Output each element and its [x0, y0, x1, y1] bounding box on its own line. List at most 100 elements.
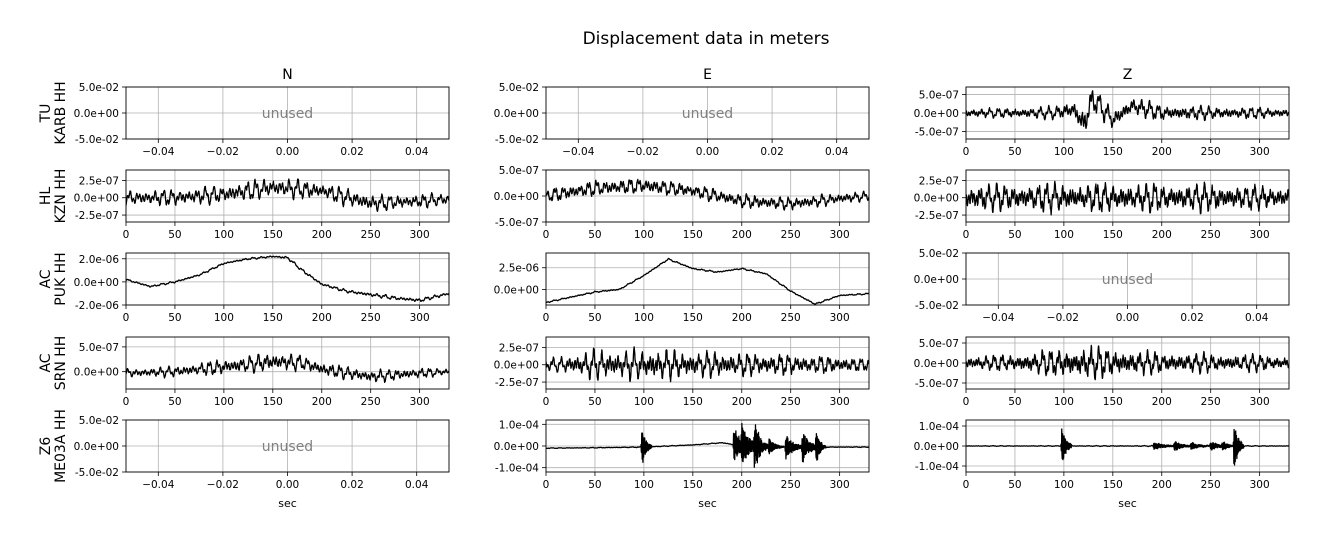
x-tick-label: −0.02: [1047, 312, 1079, 324]
x-tick-label: 250: [781, 396, 801, 408]
subplot-r2-c0: 0 50 100 150 200 250 300 2.0e-06 0.0e+00 -2.0e-06: [74, 252, 450, 324]
x-tick-label: 0.00: [696, 146, 719, 158]
x-tick-label: 100: [634, 229, 654, 241]
seismogram-trace: [126, 178, 449, 212]
y-tick-label: -5.0e-07: [915, 378, 959, 390]
x-tick-label: 50: [168, 396, 181, 408]
y-tick-label: 5.0e-07: [499, 165, 539, 177]
x-tick-label: 150: [263, 229, 283, 241]
figure-title: Displacement data in meters: [583, 29, 830, 49]
x-tick-label: 0: [543, 479, 550, 491]
y-tick-label: 2.5e-06: [499, 263, 540, 275]
x-tick-label: 0.02: [340, 479, 363, 491]
x-tick-label: 300: [830, 229, 850, 241]
row-label-station: PUK HH: [53, 252, 69, 305]
y-tick-label: 0.0e+00: [494, 191, 539, 203]
subplot-r0-c1: unused −0.04 −0.02 0.00 0.02 0.04 5.0e-02 0.0e+…: [494, 82, 870, 158]
x-tick-label: 200: [732, 312, 752, 324]
x-tick-label: 100: [1054, 396, 1074, 408]
x-tick-label: 0: [963, 229, 970, 241]
x-tick-label: 100: [634, 479, 654, 491]
x-tick-label: −0.02: [627, 146, 659, 158]
subplot-r4-c1: 0 50 100 150 200 250 300 1.0e-04 0.0e+00 -1.0e-04: [494, 419, 870, 491]
row-label-1: HL KZN HH: [38, 169, 69, 224]
y-tick-label: -5.0e-02: [75, 134, 119, 146]
x-tick-label: 200: [312, 229, 332, 241]
x-tick-label: 200: [1152, 479, 1172, 491]
x-tick-label: 0.04: [405, 479, 429, 491]
y-tick-label: 2.5e-07: [499, 342, 539, 354]
x-tick-label: 250: [1201, 479, 1221, 491]
x-tick-label: 0: [123, 396, 130, 408]
y-tick-label: 0.0e+00: [914, 193, 959, 205]
row-label-2: AC PUK HH: [38, 252, 69, 305]
row-label-3: AC SRN HH: [38, 336, 69, 391]
x-tick-label: 250: [1201, 146, 1221, 158]
y-tick-label: -2.5e-07: [915, 210, 959, 222]
row-label-station: KZN HH: [53, 169, 69, 224]
y-tick-label: 0.0e+00: [74, 108, 119, 120]
y-tick-label: 1.0e-04: [919, 421, 960, 433]
y-tick-label: 0.0e+00: [74, 277, 119, 289]
x-tick-label: −0.04: [562, 146, 594, 158]
x-tick-label: 300: [830, 312, 850, 324]
y-tick-label: 0.0e+00: [914, 274, 959, 286]
x-tick-label: 150: [683, 396, 703, 408]
x-tick-label: 0: [963, 479, 970, 491]
x-tick-label: 0: [963, 146, 970, 158]
x-tick-label: 250: [361, 229, 381, 241]
row-label-network: AC: [38, 269, 54, 288]
subplot-r3-c2: 0 50 100 150 200 250 300 5.0e-07 0.0e+00 -5.0e-07: [914, 336, 1290, 408]
subplot-r0-c0: unused −0.04 −0.02 0.00 0.02 0.04 5.0e-02 0.0e+…: [74, 82, 450, 158]
subplot-r2-c1: 0 50 100 150 200 250 300 2.5e-06 0.0e+00: [494, 252, 870, 324]
x-tick-label: 100: [214, 396, 234, 408]
y-tick-label: 5.0e-07: [919, 89, 959, 101]
axes-frame: [125, 169, 450, 223]
x-tick-label: 50: [1008, 146, 1021, 158]
x-tick-label: 50: [168, 229, 181, 241]
row-label-station: SRN HH: [53, 336, 69, 391]
x-tick-label: 100: [1054, 229, 1074, 241]
unused-label: unused: [1102, 272, 1153, 288]
x-axis-label: sec: [698, 497, 717, 510]
subplot-r1-c0: 0 50 100 150 200 250 300 2.5e-07 0.0e+00 -2.5e-07: [74, 169, 450, 241]
x-tick-label: 200: [1152, 396, 1172, 408]
x-tick-label: 50: [1008, 396, 1021, 408]
y-tick-label: 5.0e-07: [79, 342, 119, 354]
x-tick-label: 300: [830, 396, 850, 408]
x-tick-label: 150: [683, 229, 703, 241]
y-tick-label: 0.0e+00: [74, 367, 119, 379]
x-tick-label: 250: [781, 229, 801, 241]
x-tick-label: −0.02: [207, 479, 239, 491]
x-tick-label: 150: [1103, 229, 1123, 241]
unused-label: unused: [262, 439, 313, 455]
x-tick-label: 150: [263, 312, 283, 324]
x-tick-label: 0.04: [1245, 312, 1269, 324]
y-tick-label: 5.0e-02: [499, 82, 539, 94]
x-tick-label: 0.00: [276, 479, 299, 491]
subplot-r4-c2: 0 50 100 150 200 250 300 1.0e-04 0.0e+00 -1.0e-04: [914, 419, 1290, 491]
y-tick-label: -5.0e-07: [495, 217, 539, 229]
seismogram-trace: [966, 344, 1289, 381]
seismogram-trace: [546, 178, 869, 211]
y-tick-label: 0.0e+00: [494, 108, 539, 120]
axes-frame: [125, 336, 450, 390]
seismogram-trace: [546, 346, 869, 383]
y-tick-label: -5.0e-07: [915, 127, 959, 139]
x-tick-label: 50: [588, 229, 601, 241]
x-tick-label: 150: [1103, 396, 1123, 408]
x-tick-label: 200: [1152, 146, 1172, 158]
x-tick-label: 150: [1103, 479, 1123, 491]
row-label-station: ME03A HH: [53, 409, 69, 483]
y-tick-label: -2.5e-07: [495, 377, 539, 389]
x-tick-label: 100: [214, 229, 234, 241]
x-tick-label: 0.02: [1180, 312, 1203, 324]
subplot-r3-c0: 0 50 100 150 200 250 300 5.0e-07 0.0e+00: [74, 336, 450, 408]
seismogram-trace: [126, 255, 449, 303]
axes-frame: [125, 252, 450, 306]
y-tick-label: 0.0e+00: [494, 360, 539, 372]
x-tick-label: 300: [410, 312, 430, 324]
subplot-r2-c2: unused −0.04 −0.02 0.00 0.02 0.04 5.0e-02 0.0e+…: [914, 248, 1290, 324]
